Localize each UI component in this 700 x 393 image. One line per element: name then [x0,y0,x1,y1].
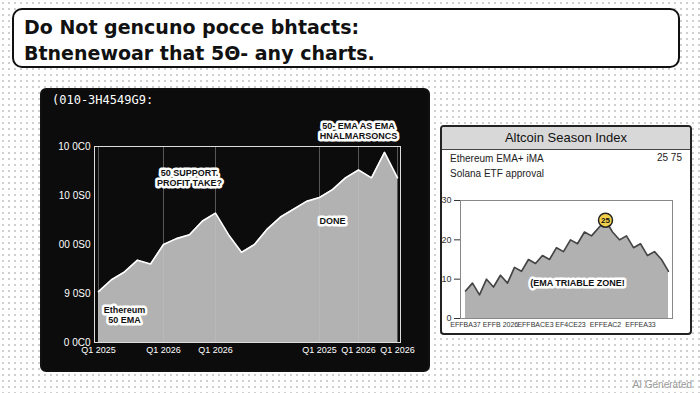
svg-text:Q1 2025: Q1 2025 [81,344,116,355]
svg-text:Q1 2026: Q1 2026 [198,345,233,355]
svg-text:Q1 2026: Q1 2026 [380,345,415,355]
svg-text:10 0C0: 10 0C0 [58,141,91,152]
svg-text:EFFEAC2: EFFEAC2 [590,321,622,328]
svg-text:Q1 2026: Q1 2026 [146,345,181,355]
svg-text:10: 10 [441,274,451,284]
svg-text:50 SUPPORT.PROFIT TAKE?: 50 SUPPORT.PROFIT TAKE? [157,168,222,188]
svg-text:EF4CE23: EF4CE23 [555,321,585,328]
html-text:(010-3H4549G9:: (010-3H4549G9: [52,93,154,107]
html-text:25 75: 25 75 [657,152,682,163]
svg-text:EFFBA37: EFFBA37 [450,321,480,328]
html-text:Ethereum EMA+ iMA: Ethereum EMA+ iMA [450,153,544,164]
svg-text:50- EMA AS EMAHNALMARSONCS: 50- EMA AS EMAHNALMARSONCS [320,121,398,141]
svg-text:30: 30 [441,195,451,205]
svg-text:EFFBACE3: EFFBACE3 [517,321,553,328]
svg-text:20: 20 [441,235,451,245]
svg-text:DONE: DONE [319,216,345,226]
svg-text:9 0S0: 9 0S0 [64,288,91,299]
svg-text:25: 25 [601,216,610,225]
svg-text:10 0S0: 10 0S0 [59,190,91,201]
svg-text:Q1 2026: Q1 2026 [341,345,376,355]
svg-text:0: 0 [446,313,452,324]
svg-text:Ethereum50 EMA: Ethereum50 EMA [104,305,146,325]
html-text:Altcoin Season Index: Altcoin Season Index [504,130,628,145]
svg-text:EFFEA33: EFFEA33 [625,321,655,328]
html-text:Do Not gencuno pocce bhtacts:: Do Not gencuno pocce bhtacts: [24,16,360,38]
svg-text:EFFB 2026: EFFB 2026 [483,321,519,328]
html-text:Btnenewoar that 5Θ- any charts: Btnenewoar that 5Θ- any charts. [24,42,375,64]
html-text:AI Generated: AI Generated [632,379,692,390]
svg-text:(EMA TRIABLE ZONE!: (EMA TRIABLE ZONE! [530,278,625,288]
svg-text:Q1 2025: Q1 2025 [302,345,337,355]
html-text:Solana ETF approval: Solana ETF approval [450,168,544,179]
svg-text:0 0C0: 0 0C0 [64,337,91,348]
svg-text:00 0S0: 00 0S0 [59,239,91,250]
